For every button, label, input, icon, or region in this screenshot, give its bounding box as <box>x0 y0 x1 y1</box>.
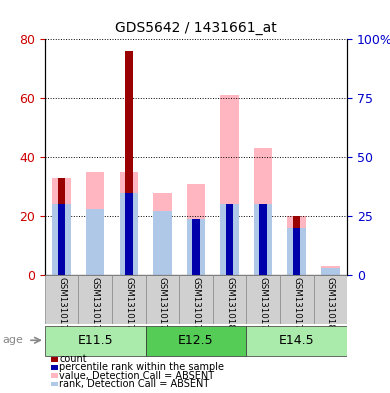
Text: GSM1310178: GSM1310178 <box>292 277 301 335</box>
Bar <box>153 211 172 275</box>
Bar <box>52 204 71 275</box>
Text: E14.5: E14.5 <box>279 334 315 347</box>
Text: rank, Detection Call = ABSENT: rank, Detection Call = ABSENT <box>59 379 209 389</box>
Bar <box>153 193 172 275</box>
Bar <box>179 275 213 324</box>
Bar <box>58 178 66 275</box>
Bar <box>187 219 205 275</box>
Text: value, Detection Call = ABSENT: value, Detection Call = ABSENT <box>59 371 214 381</box>
Text: GSM1310175: GSM1310175 <box>259 277 268 335</box>
Bar <box>120 193 138 275</box>
Text: GSM1310174: GSM1310174 <box>158 277 167 335</box>
Bar <box>220 204 239 275</box>
Text: GSM1310179: GSM1310179 <box>124 277 133 335</box>
Bar <box>321 268 340 275</box>
Bar <box>287 216 306 275</box>
Bar <box>246 275 280 324</box>
Bar <box>86 172 105 275</box>
Bar <box>45 275 78 324</box>
Bar <box>321 266 340 275</box>
Bar <box>213 275 246 324</box>
Text: percentile rank within the sample: percentile rank within the sample <box>59 362 224 373</box>
Bar <box>145 275 179 324</box>
Bar <box>254 204 272 275</box>
Text: GSM1310176: GSM1310176 <box>91 277 100 335</box>
Bar <box>187 184 205 275</box>
Text: age: age <box>2 335 23 345</box>
Bar <box>45 326 145 356</box>
Bar <box>145 326 246 356</box>
Bar <box>52 178 71 275</box>
Bar <box>293 228 300 275</box>
Bar <box>280 275 314 324</box>
Text: count: count <box>59 354 87 364</box>
Bar <box>226 204 233 275</box>
Title: GDS5642 / 1431661_at: GDS5642 / 1431661_at <box>115 22 277 35</box>
Bar <box>125 193 133 275</box>
Bar <box>120 172 138 275</box>
Text: E11.5: E11.5 <box>77 334 113 347</box>
Text: GSM1310177: GSM1310177 <box>191 277 200 335</box>
Bar <box>112 275 145 324</box>
Bar <box>287 228 306 275</box>
Bar <box>293 216 300 275</box>
Bar <box>259 204 267 275</box>
Text: GSM1310181: GSM1310181 <box>326 277 335 335</box>
Bar <box>125 51 133 275</box>
Bar <box>314 275 347 324</box>
Bar <box>254 148 272 275</box>
Text: E12.5: E12.5 <box>178 334 214 347</box>
Text: GSM1310173: GSM1310173 <box>57 277 66 335</box>
Bar <box>220 95 239 275</box>
Bar <box>192 219 200 275</box>
Bar <box>86 209 105 275</box>
Bar <box>78 275 112 324</box>
Bar <box>246 326 347 356</box>
Text: GSM1310180: GSM1310180 <box>225 277 234 335</box>
Bar <box>58 204 66 275</box>
